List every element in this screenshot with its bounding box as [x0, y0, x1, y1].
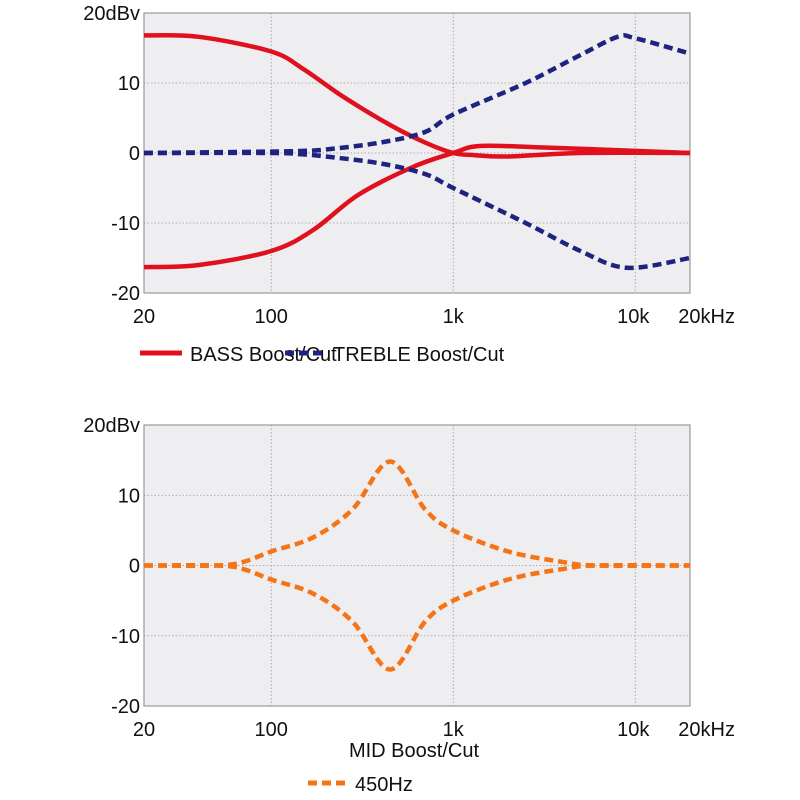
x-tick-label: 20kHz: [678, 306, 735, 328]
mid-chart-title: MID Boost/Cut: [349, 740, 479, 762]
x-tick-label: 1k: [443, 719, 465, 741]
y-tick-label: 20dBv: [83, 415, 140, 437]
x-tick-label: 100: [255, 306, 288, 328]
x-tick-label: 1k: [443, 306, 465, 328]
x-tick-label: 100: [255, 719, 288, 741]
treble-curve: [143, 33, 691, 156]
y-tick-label: 0: [129, 143, 140, 165]
legend-mid-label: 450Hz: [355, 774, 413, 796]
treble-curve: [143, 150, 691, 271]
y-tick-label: -20: [111, 696, 140, 718]
x-tick-label: 20: [133, 719, 155, 741]
y-tick-label: -10: [111, 213, 140, 235]
y-tick-label: 10: [118, 485, 140, 507]
legend-top: BASS Boost/Cut TREBLE Boost/Cut: [140, 344, 505, 366]
legend-bass-label: BASS Boost/Cut: [190, 344, 337, 366]
y-tick-label: -10: [111, 626, 140, 648]
y-tick-label: -20: [111, 283, 140, 305]
mid-curve: [143, 459, 691, 569]
y-tick-label: 20dBv: [83, 3, 140, 25]
x-tick-label: 10k: [617, 719, 650, 741]
y-tick-label: 10: [118, 73, 140, 95]
x-tick-label: 10k: [617, 306, 650, 328]
legend-bottom: 450Hz: [308, 774, 413, 796]
y-tick-label: 0: [129, 556, 140, 578]
bass-curve: [143, 143, 691, 270]
legend-treble-label: TREBLE Boost/Cut: [333, 344, 505, 366]
mid-curve: [143, 562, 691, 672]
bass-curve: [143, 32, 691, 159]
x-tick-label: 20kHz: [678, 719, 735, 741]
x-tick-label: 20: [133, 306, 155, 328]
